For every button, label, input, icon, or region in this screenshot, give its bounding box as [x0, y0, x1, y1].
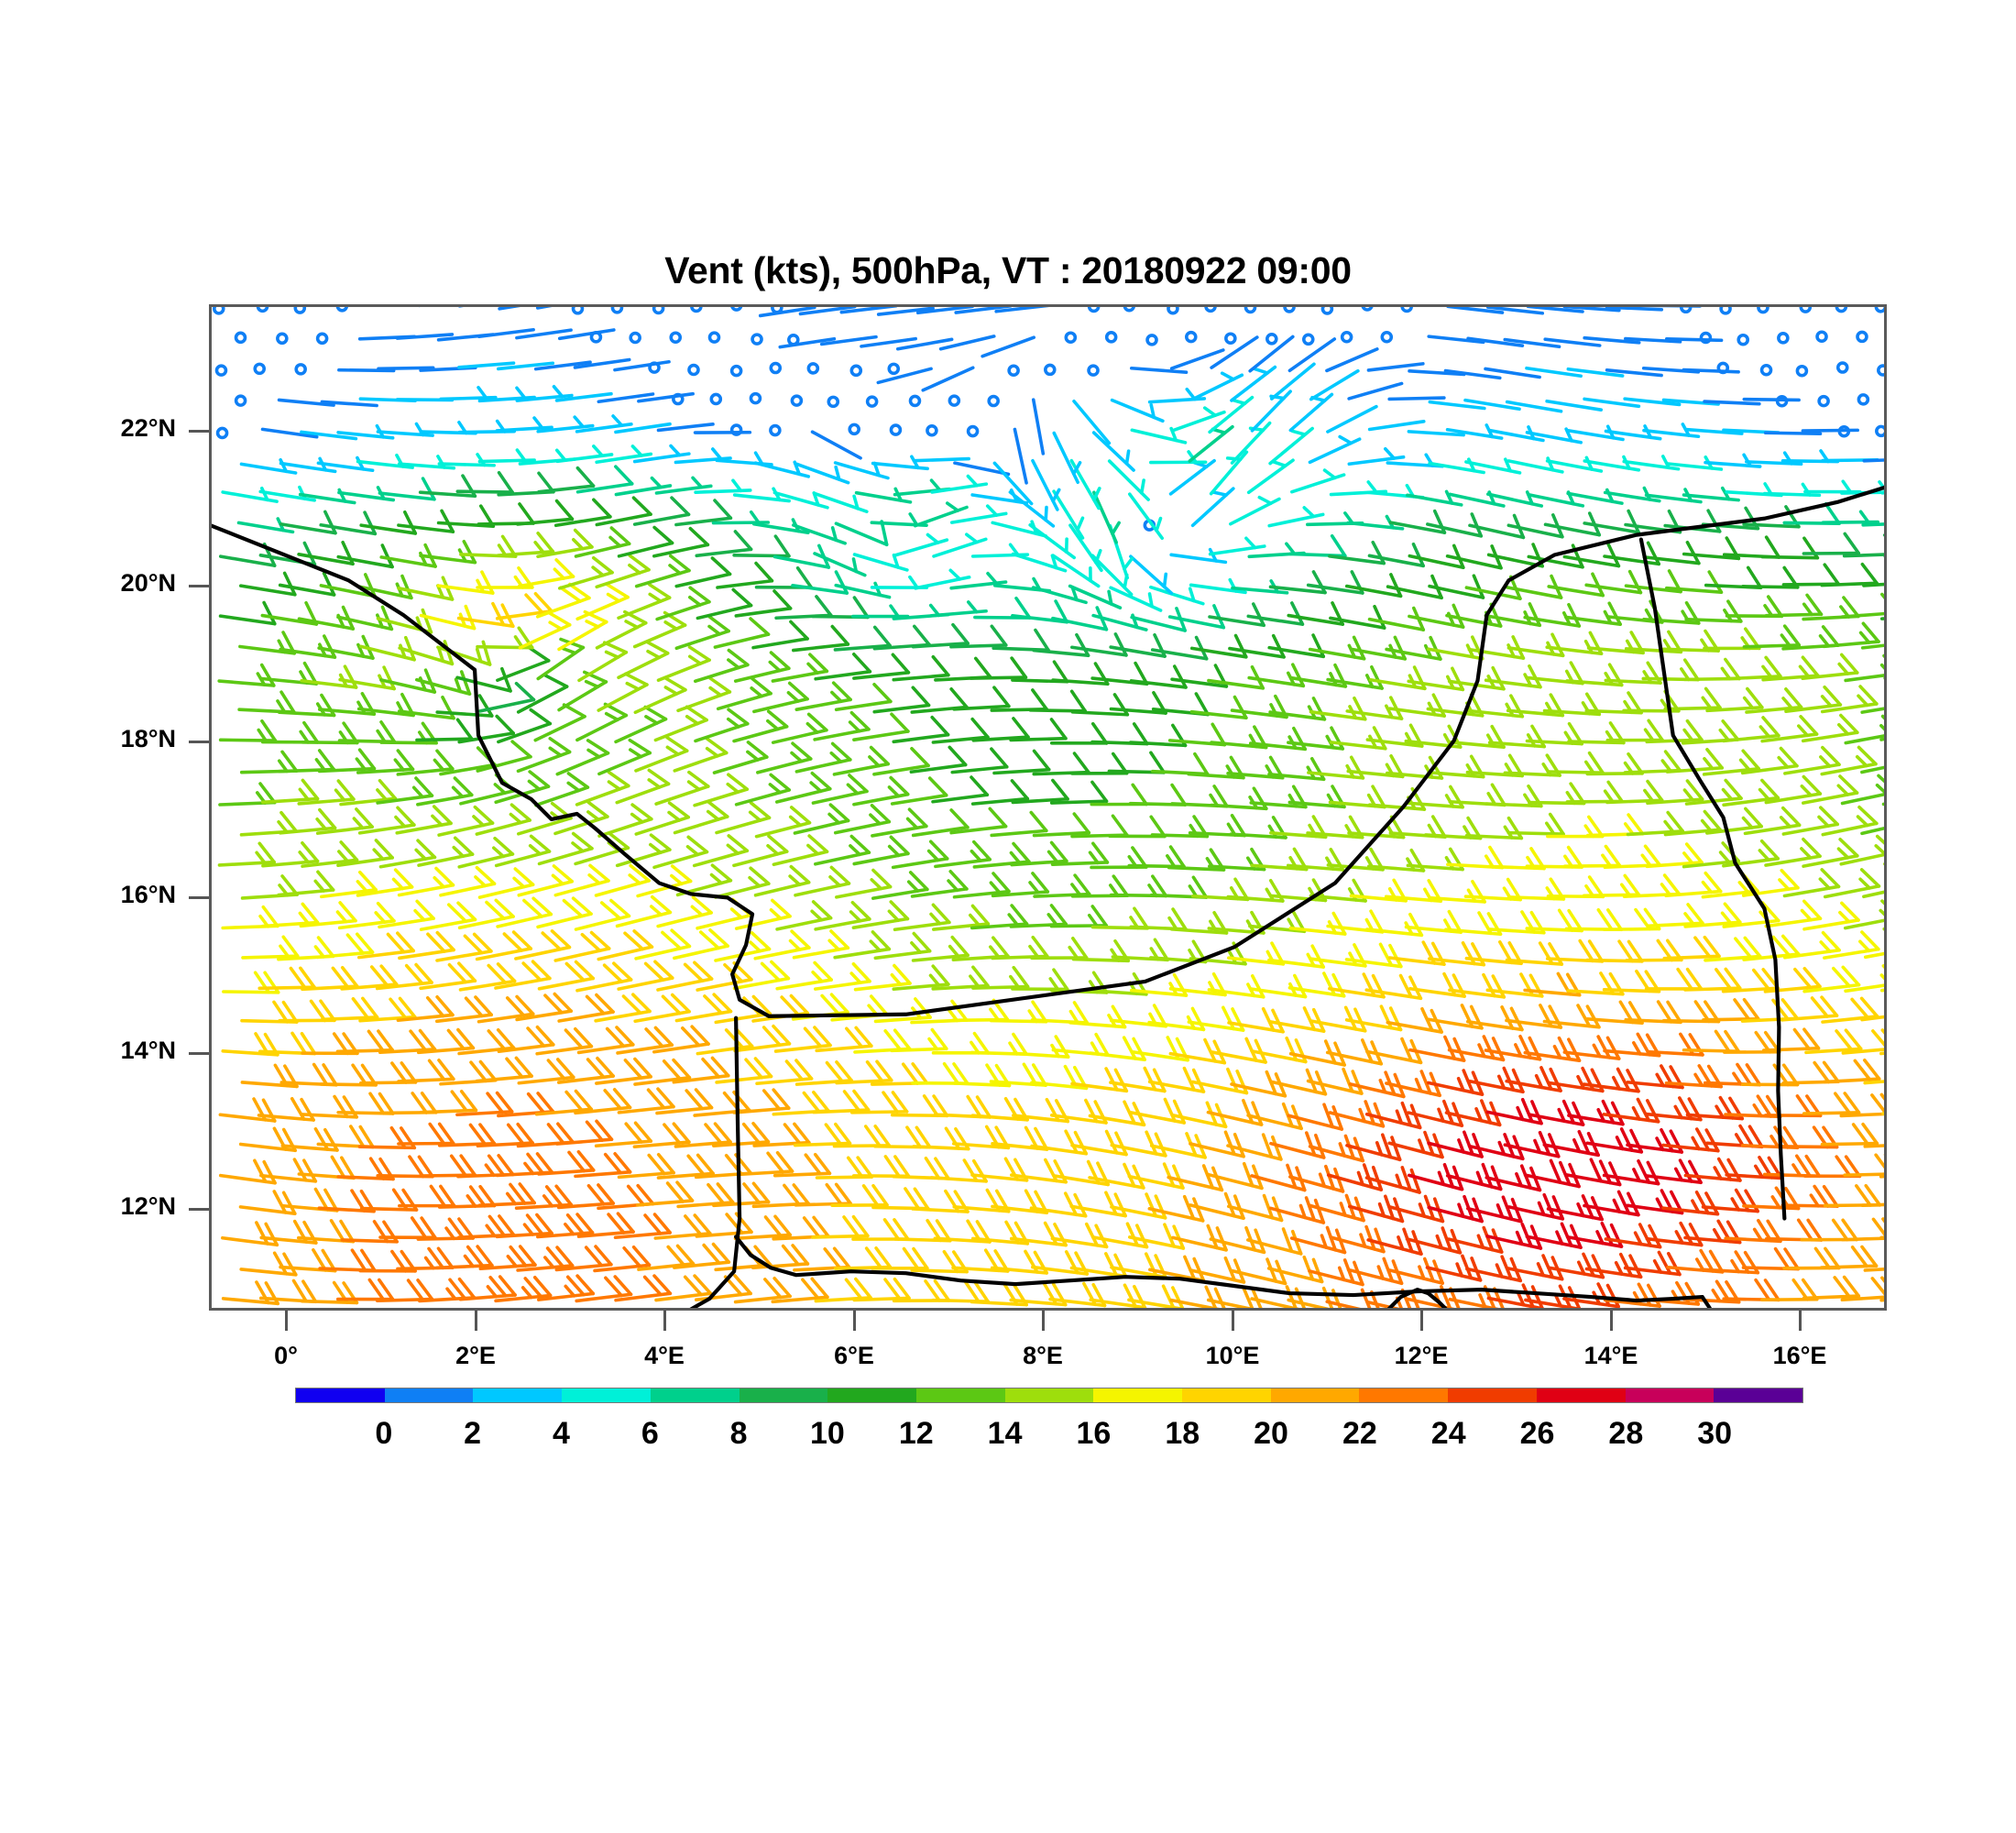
colorbar-segment — [650, 1388, 740, 1402]
colorbar-tick-2: 2 — [464, 1416, 482, 1451]
y-tick — [189, 1208, 209, 1211]
colorbar-tick-24: 24 — [1430, 1416, 1466, 1451]
barb-layer — [212, 307, 1884, 1308]
x-axis-label-2E: 2°E — [455, 1342, 496, 1369]
colorbar-segment — [1004, 1388, 1094, 1402]
colorbar-tick-4: 4 — [553, 1416, 570, 1451]
colorbar-tick-18: 18 — [1165, 1416, 1200, 1451]
colorbar-segment — [384, 1388, 474, 1402]
x-axis-label-12E: 12°E — [1394, 1342, 1449, 1369]
y-axis-label-18N: 18°N — [120, 725, 176, 752]
x-axis-label-0: 0° — [274, 1342, 298, 1369]
colorbar-tick-0: 0 — [375, 1416, 393, 1451]
y-axis-label-22N: 22°N — [120, 414, 176, 442]
y-axis-label-12N: 12°N — [120, 1192, 176, 1220]
colorbar-segment — [1536, 1388, 1626, 1402]
colorbar-segment — [1182, 1388, 1271, 1402]
colorbar-segment — [296, 1388, 385, 1402]
colorbar-segment — [1625, 1388, 1715, 1402]
x-axis-label-6E: 6°E — [834, 1342, 874, 1369]
x-axis-label-14E: 14°E — [1583, 1342, 1638, 1369]
x-tick — [1799, 1311, 1802, 1331]
colorbar-tick-14: 14 — [987, 1416, 1023, 1451]
y-axis-label-14N: 14°N — [120, 1037, 176, 1064]
colorbar-segment — [1093, 1388, 1183, 1402]
colorbar-tick-6: 6 — [641, 1416, 659, 1451]
x-tick — [853, 1311, 856, 1331]
colorbar — [295, 1388, 1803, 1403]
colorbar-tick-10: 10 — [810, 1416, 845, 1451]
x-axis-label-16E: 16°E — [1772, 1342, 1827, 1369]
colorbar-tick-30: 30 — [1697, 1416, 1733, 1451]
page-title: Vent (kts), 500hPa, VT : 20180922 09:00 — [664, 249, 1352, 291]
y-tick — [189, 741, 209, 743]
y-tick — [189, 430, 209, 433]
x-tick — [285, 1311, 288, 1331]
x-tick — [1042, 1311, 1045, 1331]
x-tick — [475, 1311, 477, 1331]
colorbar-segment — [915, 1388, 1005, 1402]
y-tick — [189, 896, 209, 899]
colorbar-tick-8: 8 — [729, 1416, 748, 1451]
colorbar-tick-12: 12 — [898, 1416, 934, 1451]
country-border-layer — [212, 485, 1884, 1308]
x-tick — [1610, 1311, 1613, 1331]
map-plot-area — [209, 304, 1887, 1311]
wind-barb-field — [212, 307, 1884, 1308]
colorbar-tick-22: 22 — [1342, 1416, 1377, 1451]
colorbar-segment — [1270, 1388, 1360, 1402]
x-axis-label-10E: 10°E — [1205, 1342, 1260, 1369]
colorbar-segment — [473, 1388, 563, 1402]
colorbar-segment — [827, 1388, 916, 1402]
colorbar-tick-28: 28 — [1608, 1416, 1644, 1451]
colorbar-tick-20: 20 — [1254, 1416, 1288, 1451]
colorbar-segment — [739, 1388, 828, 1402]
colorbar-tick-16: 16 — [1076, 1416, 1112, 1451]
colorbar-segment — [562, 1388, 651, 1402]
colorbar-segment — [1448, 1388, 1537, 1402]
x-axis-label-8E: 8°E — [1023, 1342, 1063, 1369]
colorbar-segment — [1359, 1388, 1449, 1402]
x-tick — [1232, 1311, 1234, 1331]
x-tick — [663, 1311, 666, 1331]
colorbar-tick-26: 26 — [1519, 1416, 1555, 1451]
y-tick — [189, 1052, 209, 1055]
y-tick — [189, 585, 209, 587]
y-axis-label-16N: 16°N — [120, 881, 176, 908]
x-tick — [1420, 1311, 1423, 1331]
x-axis-label-4E: 4°E — [644, 1342, 685, 1369]
colorbar-segment — [1714, 1388, 1802, 1402]
y-axis-label-20N: 20°N — [120, 569, 176, 597]
